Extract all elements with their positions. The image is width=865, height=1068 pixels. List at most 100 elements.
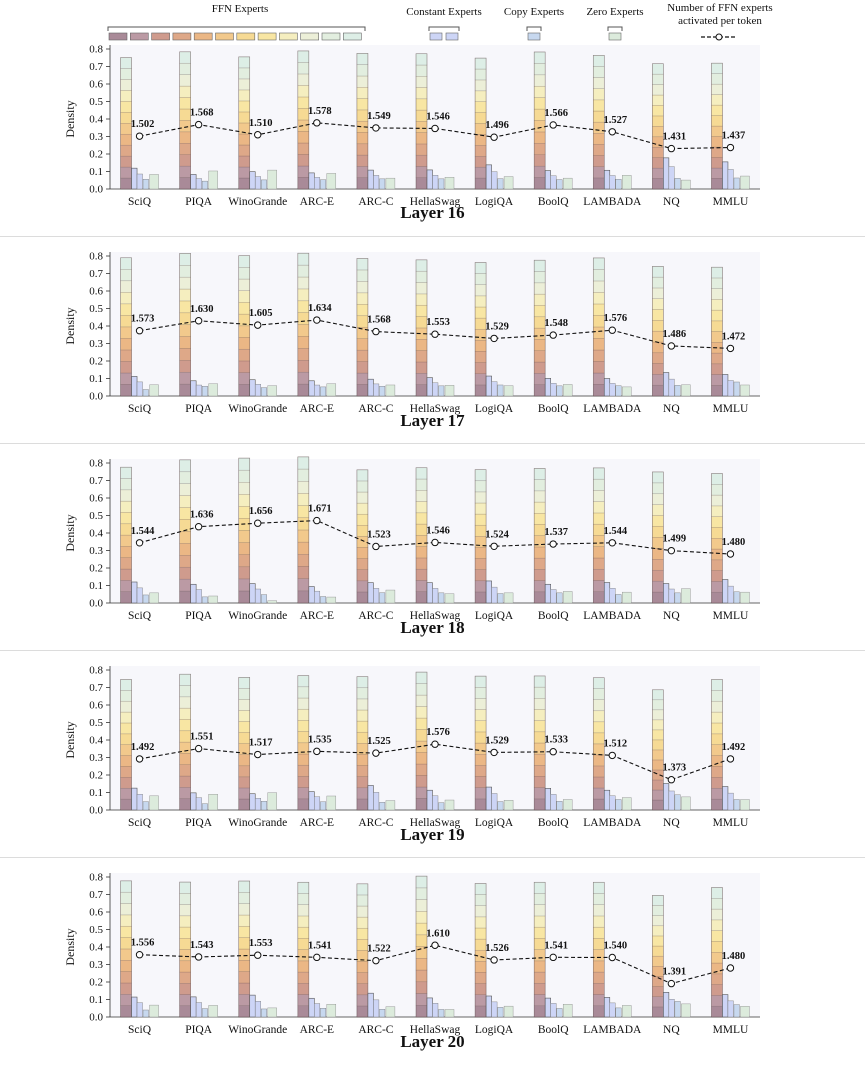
activated-experts-data-label: 1.537 [544, 527, 568, 538]
y-tick-label: 0.8 [89, 458, 103, 470]
activated-experts-data-label: 1.486 [663, 329, 687, 340]
ffn-bar-segment [711, 277, 723, 289]
constant-bar [308, 586, 315, 604]
ffn-bar-segment [652, 146, 664, 158]
copy-bar [379, 592, 386, 604]
ffn-bar-segment [533, 960, 546, 973]
x-tick-label: MMLU [713, 196, 749, 208]
legend-constant-swatch [429, 32, 443, 41]
copy-bar [320, 179, 327, 190]
y-tick-label: 0.4 [89, 735, 103, 747]
ffn-bar-segment [415, 177, 428, 190]
ffn-bar-segment [593, 88, 605, 101]
ffn-bar-segment [179, 893, 191, 905]
ffn-bar-segment [120, 489, 132, 502]
ffn-bar-segment [474, 145, 487, 157]
ffn-bar [652, 266, 664, 397]
ffn-bar-segment [356, 98, 369, 111]
constant-bar [426, 789, 433, 811]
ffn-bar-segment [593, 915, 605, 928]
x-tick-label: PIQA [185, 817, 213, 829]
constant-bar [136, 173, 143, 190]
ffn-bar-segment [356, 798, 369, 811]
constant-bar [485, 995, 492, 1018]
ffn-bar-segment [652, 976, 664, 987]
ffn-bar [238, 677, 251, 811]
ffn-bar-segment [652, 569, 664, 582]
ffn-bar-segment [652, 986, 664, 997]
zero-bar [208, 1005, 218, 1018]
category-group-hellaswag: HellaSwag [410, 53, 460, 208]
ffn-bar-segment [533, 327, 546, 340]
legend-zero-bracket [607, 26, 623, 31]
constant-bar [609, 795, 616, 811]
category-group-logiqa: LogiQA [474, 262, 514, 415]
ffn-bar-segment [356, 709, 369, 722]
ffn-bar-segment [120, 948, 132, 961]
x-tick-label: NQ [663, 817, 680, 829]
copy-bar [320, 596, 327, 604]
ffn-bar-segment [474, 927, 487, 940]
legend-ffn-swatch [108, 32, 128, 41]
activated-experts-marker [135, 755, 144, 763]
ffn-bar-segment [474, 972, 487, 984]
ffn-bar-segment [533, 259, 546, 272]
category-group-hellaswag: HellaSwag [410, 671, 460, 829]
ffn-bar [356, 53, 369, 190]
ffn-bar [356, 883, 369, 1018]
x-tick-label: LogiQA [475, 817, 514, 829]
zero-bar [385, 589, 396, 604]
ffn-bar-segment [297, 697, 310, 710]
activated-experts-marker [667, 546, 676, 555]
activated-experts-line [139, 743, 731, 781]
x-tick-label: LAMBADA [583, 403, 642, 415]
copy-bar [201, 596, 208, 604]
ffn-bar-segment [238, 971, 250, 984]
activated-experts-line [139, 944, 731, 985]
ffn-bar-segment [238, 133, 250, 146]
activated-experts-data-label: 1.630 [190, 304, 214, 315]
activated-experts-line [139, 319, 731, 349]
constant-bar [136, 587, 143, 604]
copy-bar [438, 802, 445, 811]
x-tick-label: SciQ [128, 610, 152, 622]
ffn-bar-segment [179, 960, 191, 973]
ffn-bar [474, 883, 487, 1018]
ffn-bar-segment [593, 568, 605, 581]
ffn-bar-segment [593, 501, 605, 514]
copy-bar [615, 799, 622, 811]
category-group-arc-e: ARC-E [297, 675, 337, 829]
activated-experts-marker [490, 133, 498, 141]
constant-bar [308, 791, 315, 811]
activated-experts-data-label: 1.533 [544, 735, 568, 746]
ffn-bar-segment [356, 994, 369, 1007]
y-tick-label: 0.5 [89, 303, 103, 315]
x-tick-label: BoolQ [538, 403, 569, 415]
ffn-bar-segment [711, 115, 723, 127]
zero-bar [149, 592, 159, 604]
ffn-bar-segment [297, 590, 310, 604]
ffn-bar-segment [297, 456, 310, 470]
activated-experts-marker [490, 542, 498, 551]
zero-bar [326, 1004, 337, 1018]
x-tick-label: SciQ [128, 817, 152, 829]
ffn-bar [652, 895, 664, 1018]
ffn-bar-segment [593, 66, 605, 78]
panel-title-layer-17: Layer 17 [400, 411, 465, 430]
copy-bar [142, 389, 149, 397]
ffn-bar [297, 456, 310, 604]
constant-bar [544, 378, 551, 397]
ffn-bar-segment [533, 994, 546, 1007]
y-tick-label: 0.7 [89, 682, 103, 694]
ffn-bar [238, 56, 251, 190]
ffn-bar-segment [179, 696, 191, 709]
activated-experts-marker [549, 121, 557, 129]
y-tick-label: 0.2 [89, 356, 103, 368]
ffn-bar-segment [179, 590, 191, 604]
x-tick-label: ARC-C [358, 817, 393, 829]
category-group-piqa: PIQA [179, 673, 218, 829]
ffn-bar-segment [711, 494, 723, 507]
zero-bar [326, 596, 337, 604]
ffn-bar-segment [179, 165, 191, 178]
ffn-bar-segment [533, 165, 546, 178]
